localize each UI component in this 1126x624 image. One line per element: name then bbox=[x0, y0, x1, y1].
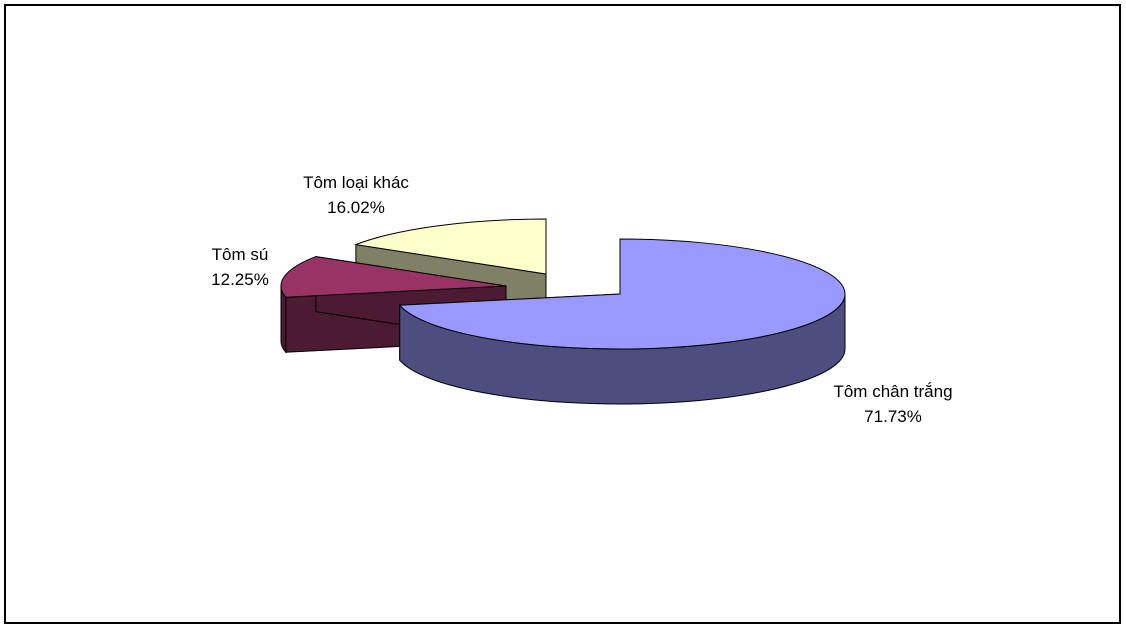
slice-value-label-2: 16.02% bbox=[327, 198, 385, 217]
slice-label-0: Tôm chân trắng bbox=[833, 382, 952, 401]
pie-slice-0 bbox=[398, 238, 846, 405]
slice-label-2: Tôm loại khác bbox=[303, 173, 409, 192]
slice-value-label-0: 71.73% bbox=[864, 407, 922, 426]
chart-frame: Tôm chân trắng 71.73% Tôm sú 12.25% Tôm loại… bbox=[4, 4, 1121, 624]
pie-chart: Tôm chân trắng 71.73% Tôm sú 12.25% Tôm loại… bbox=[211, 173, 952, 426]
slice-value-label-1: 12.25% bbox=[211, 270, 269, 289]
slice-label-1: Tôm sú bbox=[212, 245, 269, 264]
